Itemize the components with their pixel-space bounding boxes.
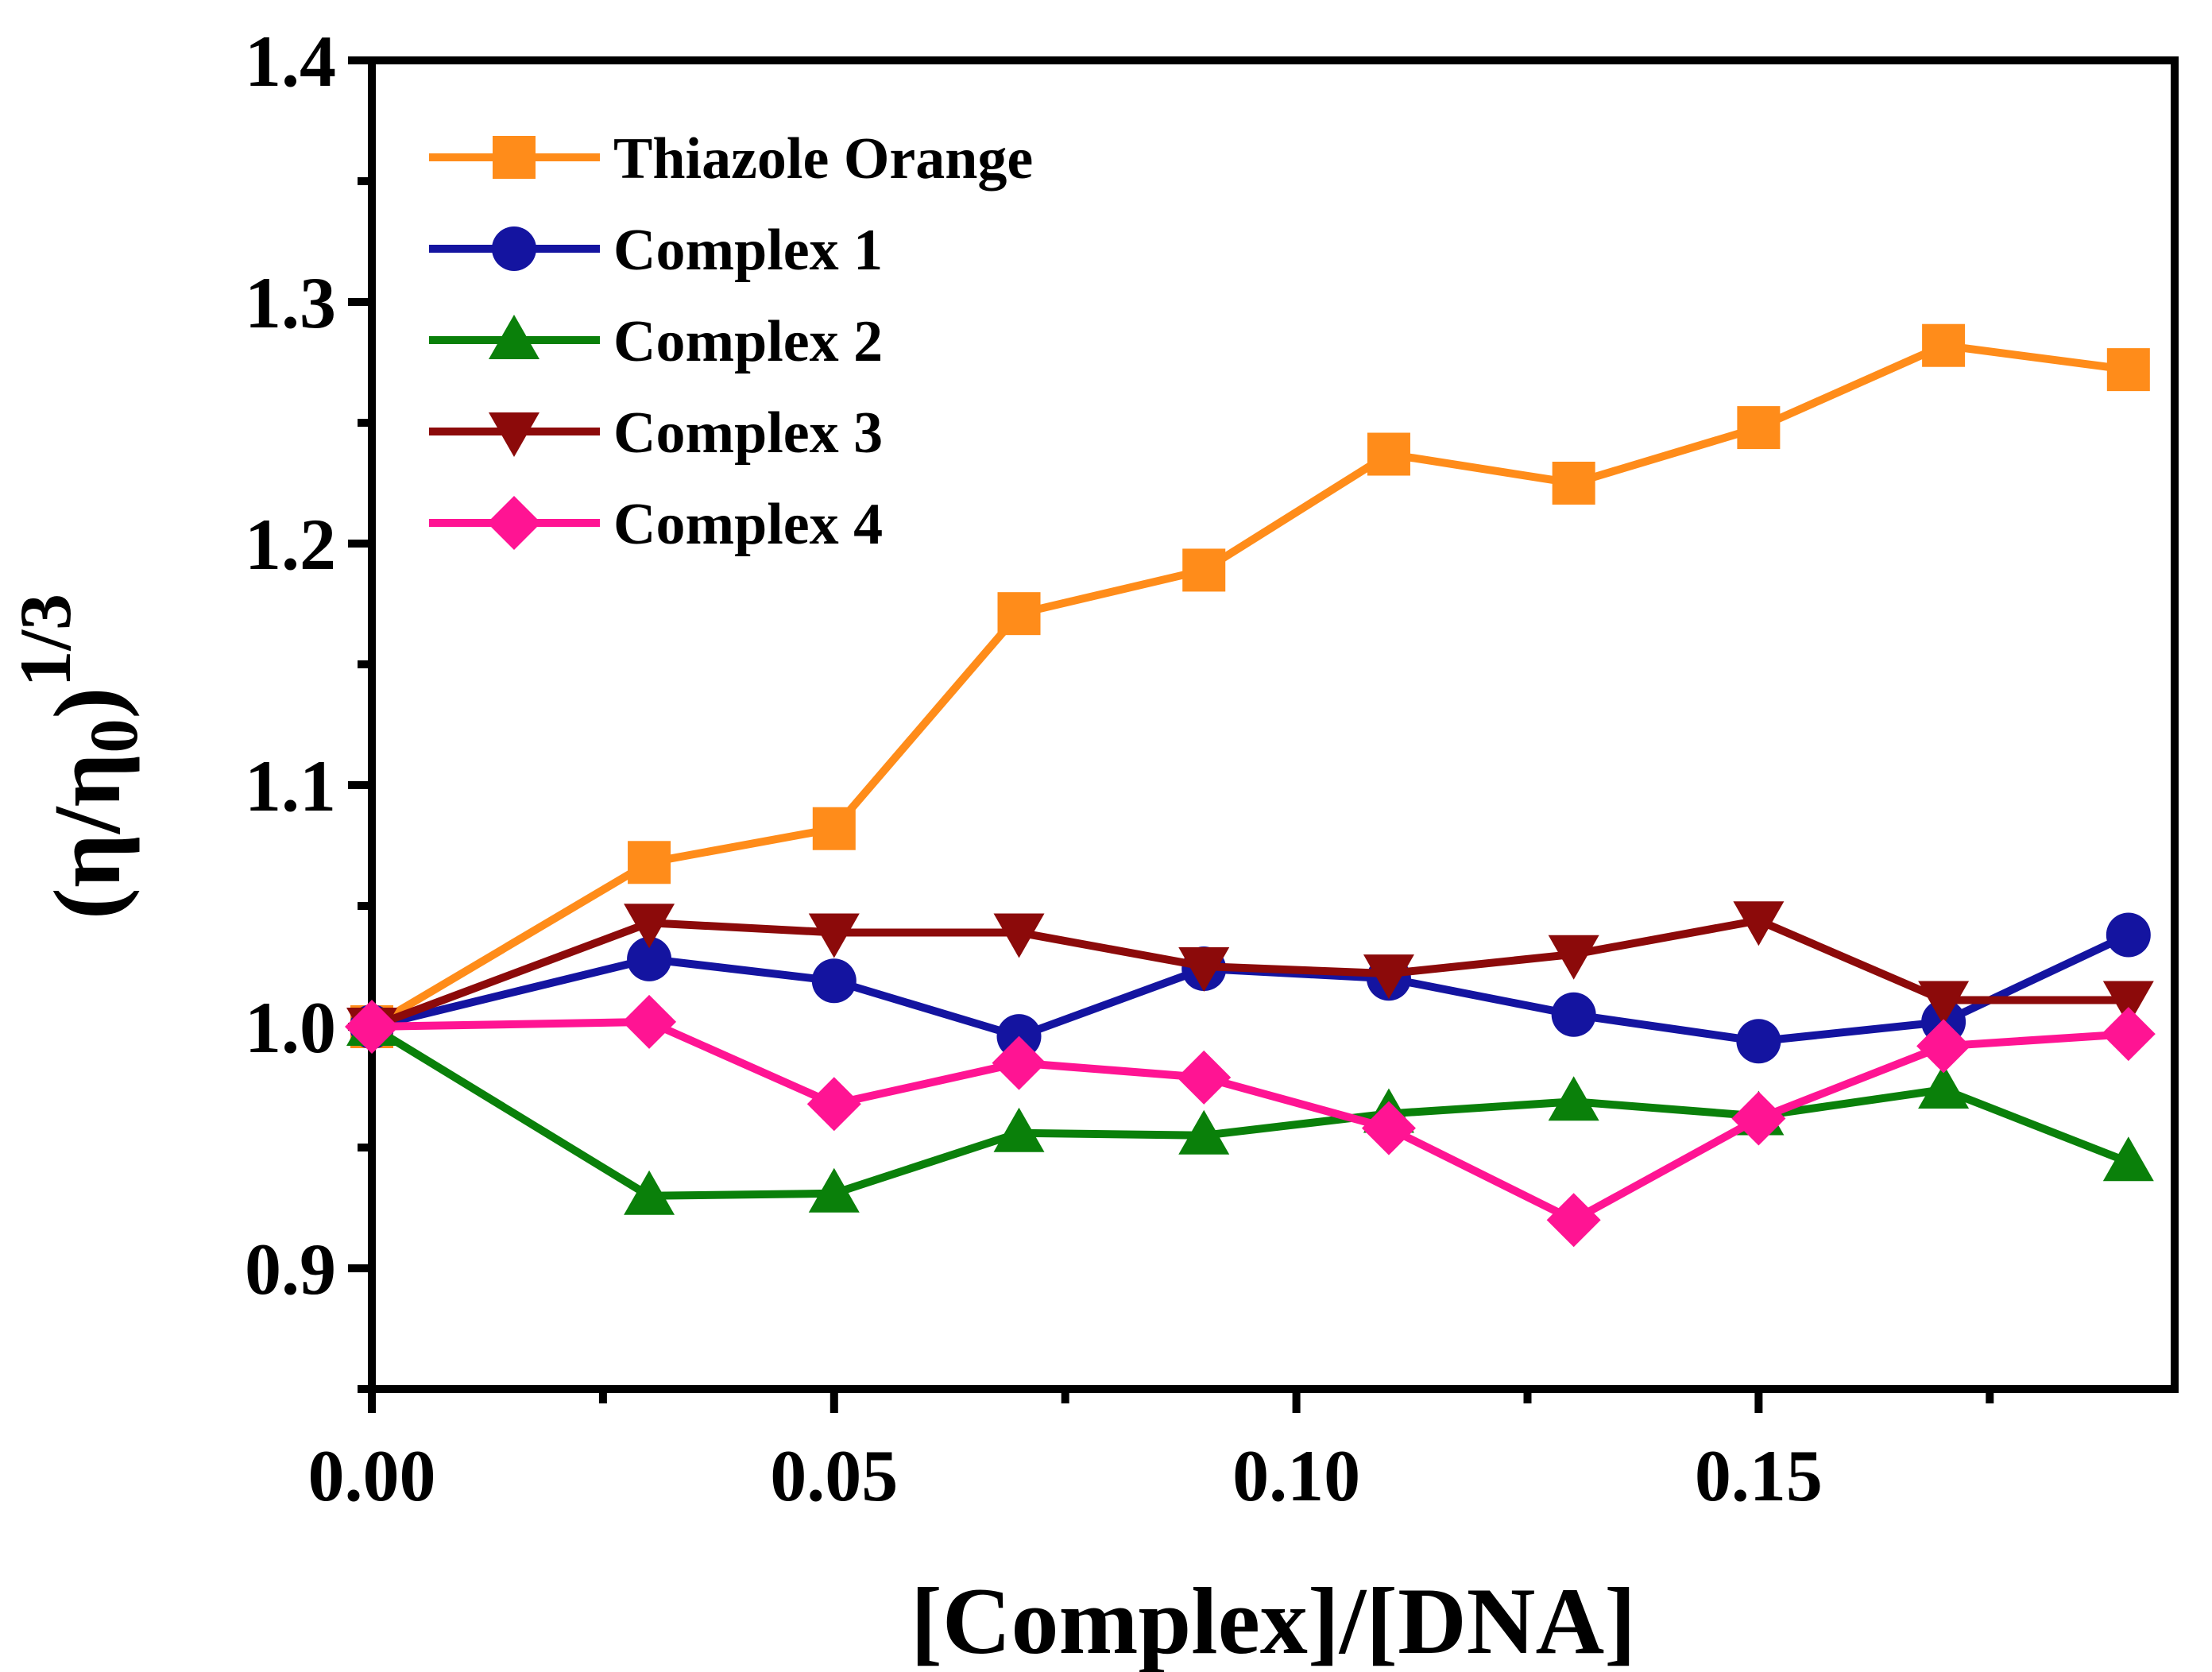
x-axis: 0.00 0.05 0.10 0.15 [308, 1389, 1994, 1516]
legend-marker [493, 136, 536, 179]
data-point [1551, 992, 1596, 1037]
plot-frame [368, 56, 2179, 1393]
data-point [1552, 462, 1595, 505]
y-tick-label: 1.0 [245, 987, 336, 1068]
data-point [624, 1170, 675, 1215]
data-point [1178, 1109, 1230, 1155]
data-point [1736, 1019, 1781, 1064]
data-point [1918, 981, 1970, 1026]
data-point [1731, 1091, 1786, 1146]
y-tick-label: 1.1 [245, 745, 336, 826]
legend-marker [489, 315, 539, 359]
series-2 [346, 1001, 2154, 1215]
data-point [1737, 406, 1781, 450]
data-point [808, 913, 860, 958]
series-line [369, 1023, 2130, 1200]
data-point [1548, 1076, 1599, 1121]
y-tick-label: 0.9 [245, 1229, 336, 1310]
y-tick-label: 1.2 [245, 504, 336, 585]
data-point [992, 1035, 1046, 1090]
data-point [997, 592, 1041, 636]
data-point [628, 841, 671, 884]
data-point [1548, 935, 1599, 980]
data-point [2106, 912, 2151, 958]
data-point [1361, 1101, 1416, 1155]
y-axis-title: (η/η0)1/3 [5, 594, 152, 919]
data-point [2106, 348, 2150, 392]
data-point [1733, 901, 1785, 946]
legend-entry: Complex 3 [429, 401, 883, 466]
data-point [993, 913, 1045, 958]
data-point [2102, 981, 2154, 1026]
x-tick-label: 0.00 [308, 1435, 436, 1516]
y-axis-title-sub: 0 [75, 718, 152, 753]
data-point [806, 1077, 861, 1132]
legend-label: Complex 2 [613, 309, 883, 374]
x-tick-label: 0.15 [1695, 1435, 1823, 1516]
plot-area [368, 56, 2179, 1393]
data-point [624, 904, 675, 949]
data-point [1546, 1193, 1601, 1248]
y-axis: 0.9 1.0 1.1 1.2 1.3 1.4 [245, 21, 372, 1393]
y-tick-label: 1.4 [245, 21, 336, 102]
data-point [1918, 1064, 1970, 1109]
legend: Thiazole Orange Complex 1 Complex 2 Complex… [429, 126, 1033, 557]
series-line [369, 341, 2129, 1031]
y-axis-title-base: (η/η [34, 753, 140, 919]
data-point [1916, 1019, 1971, 1074]
data-point [627, 936, 672, 981]
y-tick-label: 1.3 [245, 262, 336, 343]
data-point [2102, 1136, 2154, 1182]
data-point [345, 1000, 399, 1054]
legend-entry: Complex 4 [429, 492, 883, 557]
x-axis-title: [Complex]/[DNA] [911, 1568, 1636, 1672]
x-tick-label: 0.10 [1232, 1435, 1360, 1516]
data-point [1182, 548, 1226, 592]
y-axis-title-sup: 1/3 [5, 594, 86, 687]
x-tick-label: 0.05 [770, 1435, 898, 1516]
data-point [2101, 1007, 2156, 1062]
legend-marker [487, 496, 541, 550]
legend-entry: Thiazole Orange [429, 126, 1033, 192]
legend-label: Complex 3 [613, 401, 883, 466]
series-4 [345, 994, 2156, 1248]
series-line [370, 916, 2129, 1031]
series-line [371, 1017, 2129, 1225]
legend-label: Complex 1 [613, 218, 883, 283]
series-layer [345, 323, 2156, 1248]
data-point [812, 807, 856, 850]
data-point [1922, 323, 1966, 367]
series-3 [346, 901, 2154, 1052]
legend-label: Complex 4 [613, 492, 883, 557]
legend-entry: Complex 2 [429, 309, 883, 374]
legend-entry: Complex 1 [429, 218, 883, 283]
data-point [1177, 1050, 1232, 1105]
data-point [1363, 954, 1414, 1000]
legend-marker [489, 412, 539, 457]
data-point [1367, 432, 1410, 476]
data-point [811, 958, 857, 1004]
legend-marker [492, 226, 536, 271]
data-point [1178, 947, 1230, 992]
data-point [622, 994, 677, 1049]
data-point [808, 1167, 860, 1213]
y-axis-title-close: ) [34, 687, 140, 719]
data-point [993, 1107, 1045, 1152]
legend-label: Thiazole Orange [613, 126, 1033, 192]
